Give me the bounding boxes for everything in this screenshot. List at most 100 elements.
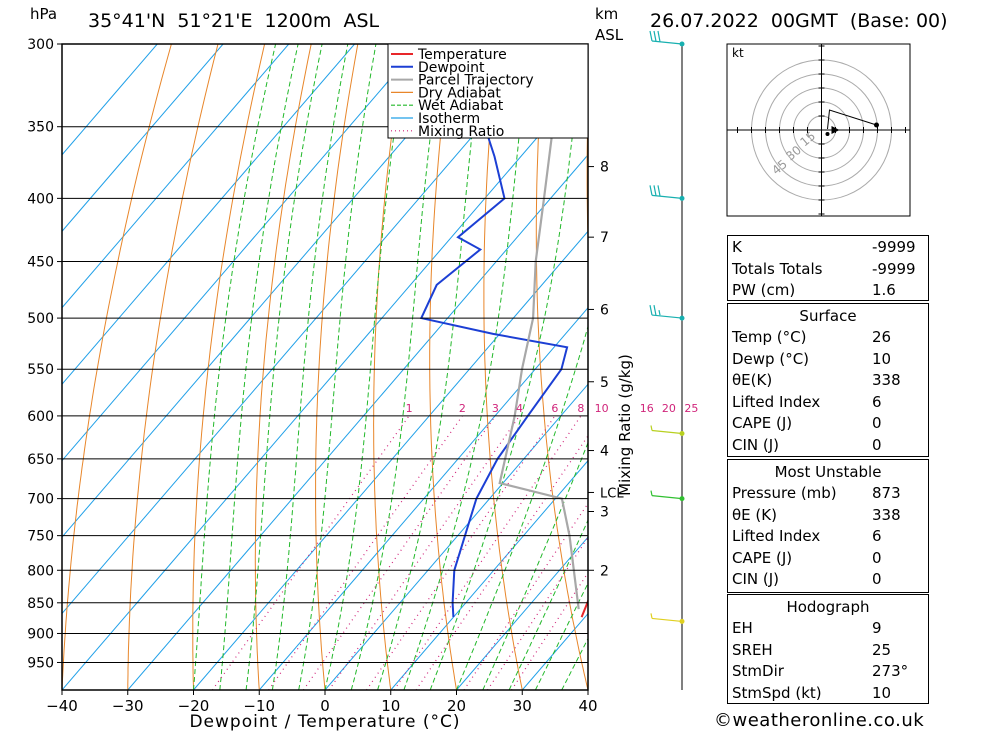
isotherm-line (127, 154, 588, 690)
legend-item-label: Dry Adiabat (418, 85, 501, 101)
most-unstable-title: Most Unstable (774, 463, 882, 481)
stat-value: 9 (872, 619, 882, 637)
mixing-ratio-label: 20 (662, 402, 676, 415)
hodograph-trace (827, 109, 877, 130)
stats-most-unstable-panel: Most Unstable Pressure (mb) 873 θE (K) 338 Li… (727, 459, 929, 593)
surface-row: CIN (J) 0 (728, 435, 928, 456)
stat-value: 10 (872, 349, 892, 368)
mixing-ratio-label: 3 (492, 402, 499, 415)
datetime-title: 26.07.2022 00GMT (Base: 00) (650, 10, 948, 32)
hpa-axis-label: hPa (30, 5, 58, 23)
wind-barb-staff (651, 194, 683, 199)
stat-label: PW (cm) (732, 281, 796, 299)
isotherm-line (324, 383, 588, 690)
stat-label: θE(K) (732, 371, 773, 389)
stat-value: 25 (872, 640, 892, 659)
pressure-tick-label: 400 (27, 191, 54, 207)
stat-value: -9999 (872, 238, 916, 256)
surface-row: θE(K) 338 (728, 370, 928, 391)
stat-label: Temp (°C) (732, 328, 807, 346)
index-row: PW (cm) 1.6 (728, 280, 928, 301)
km-tick-label: 2 (600, 563, 609, 579)
isotherm-line (62, 44, 553, 615)
surface-row: CAPE (J) 0 (728, 413, 928, 434)
x-tick-label: 10 (381, 697, 400, 715)
most-unstable-row: Lifted Index 6 (728, 526, 928, 547)
mixing-ratio-label: 8 (577, 402, 584, 415)
stat-label: CIN (J) (732, 435, 780, 454)
surface-title: Surface (799, 307, 857, 325)
wind-barb-flag (653, 30, 657, 42)
isotherm-line (258, 306, 588, 690)
wind-profile (649, 30, 685, 690)
hodograph-stats-row: StmDir 273° (728, 661, 928, 682)
x-tick-label: −40 (46, 697, 78, 715)
wind-barb-half (650, 613, 653, 619)
x-tick-label: −20 (178, 697, 210, 715)
stat-label: SREH (732, 640, 773, 659)
pressure-tick-label: 300 (27, 37, 54, 53)
x-tick-label: 0 (320, 697, 330, 715)
pressure-tick-label: 700 (27, 492, 54, 508)
mixing-ratio-label: 4 (516, 402, 523, 415)
pressure-tick-label: 550 (27, 362, 54, 378)
stat-value: 10 (872, 683, 892, 702)
hodograph-point (825, 132, 830, 136)
wind-barb-staff (651, 495, 683, 500)
wind-barb (650, 613, 683, 623)
wind-barb-half (658, 309, 661, 316)
wind-barb-flag (649, 185, 653, 196)
stat-label: θE (K) (732, 505, 777, 524)
mixing-ratio-label: 1 (406, 402, 413, 415)
temperature-line (580, 598, 588, 618)
lcl-label: LCL (600, 486, 624, 501)
pressure-tick-label: 950 (27, 655, 54, 671)
isotherm-line (62, 44, 487, 538)
stat-label: Dewp (°C) (732, 349, 810, 368)
hodograph-point (874, 122, 879, 128)
stat-label: Lifted Index (732, 392, 821, 411)
x-tick-label: −10 (243, 697, 275, 715)
x-tick-label: 40 (578, 697, 597, 715)
mixing-ratio-line (366, 415, 556, 690)
dry-adiabat-line (127, 44, 219, 690)
stat-value: -9999 (872, 259, 916, 278)
stat-label: Pressure (mb) (732, 484, 837, 502)
pressure-tick-label: 350 (27, 120, 54, 136)
stat-value: 273° (872, 662, 909, 680)
dry-adiabat-line (636, 44, 719, 690)
mixing-ratio-axis-label: Mixing Ratio (g/kg) (616, 354, 634, 496)
wind-barb (649, 304, 683, 319)
isotherm-line (62, 77, 588, 690)
x-tick-label: −30 (112, 697, 144, 715)
copyright-footer: ©weatheronline.co.uk (714, 710, 925, 731)
x-tick-label: 30 (513, 697, 532, 715)
asl-axis-label: ASL (595, 26, 624, 44)
x-tick-label: 20 (447, 697, 466, 715)
stat-value: 1.6 (872, 281, 896, 299)
pressure-tick-label: 450 (27, 255, 54, 271)
mixing-ratio-label: 2 (459, 402, 466, 415)
stat-label: Lifted Index (732, 527, 821, 545)
plot-frame (61, 43, 589, 691)
stats-hodograph-panel: Hodograph EH 9 SREH 25 StmDir 273° StmSpd (kt) 1… (727, 594, 929, 704)
stat-value: 338 (872, 371, 901, 389)
surface-row: Dewp (°C) 10 (728, 349, 928, 370)
isotherm-line (390, 459, 588, 690)
mixing-ratio-line (268, 415, 463, 690)
wet-adiabat-line (219, 44, 299, 690)
legend-item-label: Parcel Trajectory (418, 73, 534, 89)
surface-row: Lifted Index 6 (728, 392, 928, 413)
isotherm-line (62, 44, 158, 156)
legend-item-label: Dewpoint (418, 60, 485, 76)
stat-label: CAPE (J) (732, 414, 793, 432)
stats-top-panel: K -9999 Totals Totals -9999 PW (cm) 1.6 (727, 235, 929, 301)
wet-adiabat-line (482, 441, 588, 690)
wet-adiabat-line (534, 582, 588, 690)
dry-adiabat-line (964, 44, 1000, 690)
km-tick-label: 6 (600, 302, 609, 318)
stats-surface-panel: Surface Temp (°C) 26 Dewp (°C) 10 θE(K) 338 Lif… (727, 303, 929, 457)
